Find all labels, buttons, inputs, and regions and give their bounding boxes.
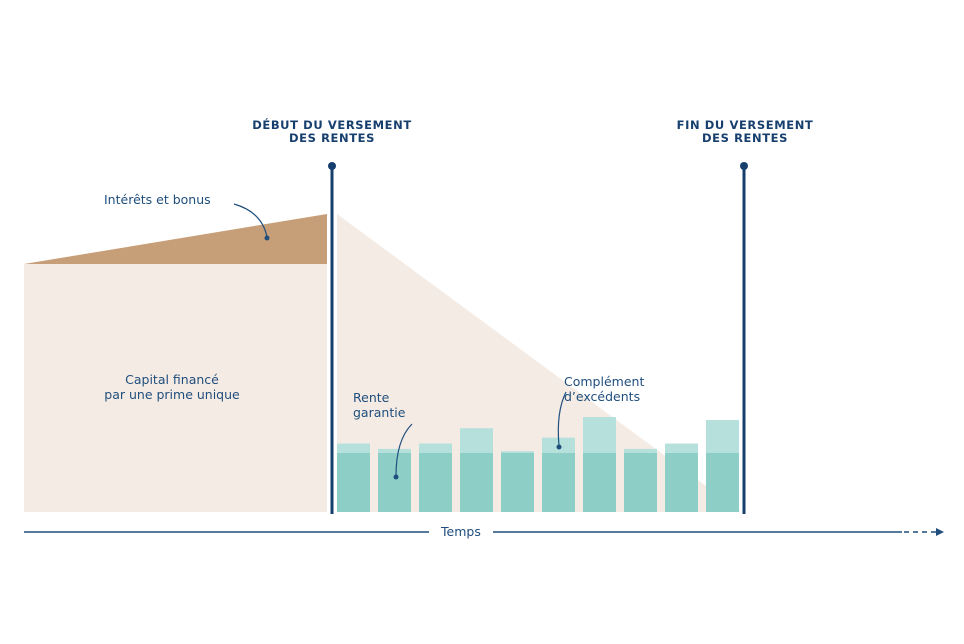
capital-label: Capital financé par une prime unique — [104, 372, 240, 402]
guaranteed-annuity-label: Rente garantie — [353, 390, 406, 420]
surplus-bar — [665, 443, 698, 453]
interest-pointer-dot — [264, 235, 270, 241]
surplus-bar — [378, 448, 411, 453]
interest-pointer — [233, 203, 268, 238]
surplus-bar — [706, 419, 739, 453]
surplus-bar — [460, 428, 493, 453]
guaranteed-bar — [624, 453, 657, 512]
time-axis-label: Temps — [429, 524, 493, 539]
guaranteed-bar — [665, 453, 698, 512]
guaranteed-bar — [460, 453, 493, 512]
end-marker-label: FIN DU VERSEMENT DES RENTES — [676, 118, 814, 145]
interest-bonus-area — [24, 214, 327, 264]
guaranteed-bar — [501, 453, 534, 512]
guaranteed-bar — [378, 453, 411, 512]
guaranteed-pointer — [395, 423, 413, 477]
guaranteed-bar — [337, 453, 370, 512]
surplus-pointer — [557, 391, 567, 447]
surplus-bar — [501, 451, 534, 453]
end-marker-dot — [740, 162, 748, 170]
annuity-bars — [337, 417, 739, 512]
start-marker-label: DÉBUT DU VERSEMENT DES RENTES — [252, 118, 412, 145]
capital-area — [24, 264, 327, 512]
guaranteed-bar — [583, 453, 616, 512]
surplus-pointer-dot — [556, 444, 562, 450]
decumulation-area — [337, 214, 740, 512]
guaranteed-bar — [706, 453, 739, 512]
guaranteed-bar — [419, 453, 452, 512]
guaranteed-pointer-dot — [393, 474, 399, 480]
surplus-bar — [337, 443, 370, 453]
interest-bonus-label: Intérêts et bonus — [104, 192, 211, 207]
time-axis-arrowhead — [936, 528, 944, 536]
start-marker-dot — [328, 162, 336, 170]
surplus-bar — [583, 417, 616, 453]
surplus-bar — [624, 448, 657, 453]
guaranteed-bar — [542, 453, 575, 512]
surplus-bar — [419, 443, 452, 453]
surplus-label: Complément d’excédents — [564, 374, 645, 404]
